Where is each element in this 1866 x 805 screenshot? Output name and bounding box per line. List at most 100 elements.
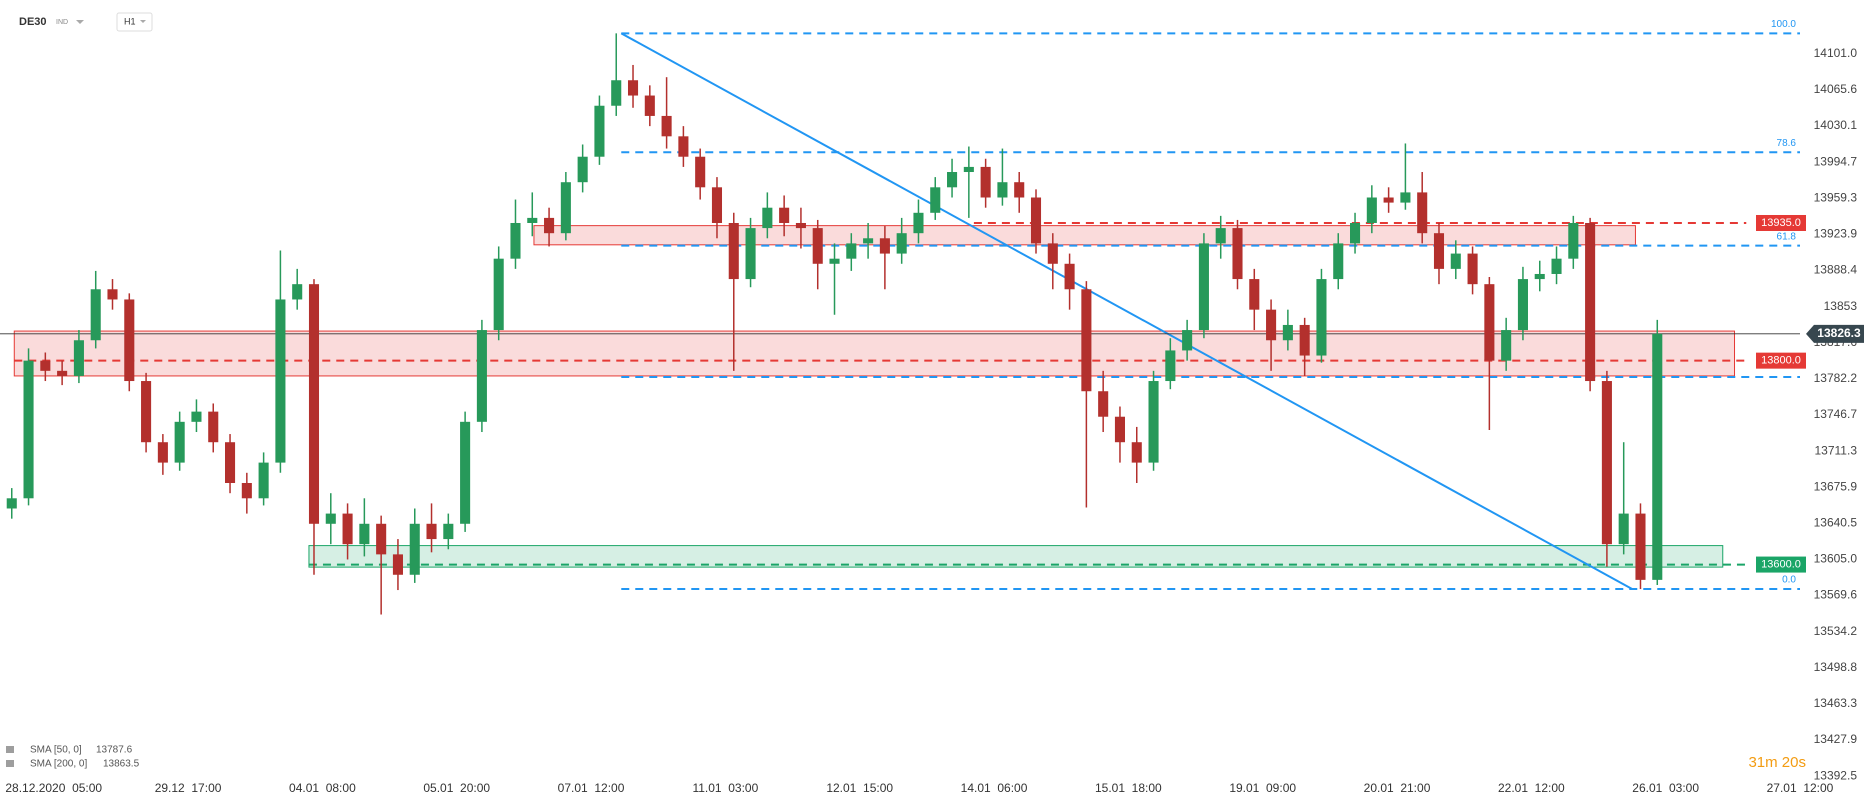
y-tick-label: 13888.4 xyxy=(1814,263,1858,277)
candle-body xyxy=(157,442,168,463)
candle-body xyxy=(1182,330,1193,351)
candle-body xyxy=(627,80,639,96)
candle-body xyxy=(1433,233,1445,269)
candle-body xyxy=(241,482,252,499)
indicator-value: 13863.5 xyxy=(103,759,140,770)
candle-body xyxy=(963,166,974,173)
candle-body xyxy=(560,182,571,234)
candle-body xyxy=(258,462,269,499)
candle-body xyxy=(846,243,857,259)
indicator-name: SMA [200, 0] xyxy=(30,759,87,770)
candle-body xyxy=(90,289,101,341)
candle-body xyxy=(443,523,454,540)
symbol[interactable]: DE30 xyxy=(19,16,47,28)
candle-body xyxy=(1601,381,1612,545)
level-tag-label: 13600.0 xyxy=(1761,558,1801,570)
candle-body xyxy=(711,187,723,223)
x-tick-label: 19.01 09:00 xyxy=(1229,781,1296,795)
y-tick-label: 13392.5 xyxy=(1814,768,1858,782)
candle-body xyxy=(1333,243,1344,280)
candle-body xyxy=(1081,289,1092,392)
level-tag-label: 13800.0 xyxy=(1761,355,1801,367)
y-tick-label: 13711.3 xyxy=(1815,443,1858,457)
candle-body xyxy=(997,182,1008,198)
y-tick-label: 13994.7 xyxy=(1814,154,1858,168)
candle-body xyxy=(1131,442,1142,463)
candle-body xyxy=(879,238,890,254)
y-tick-label: 13640.5 xyxy=(1814,515,1858,529)
interval-box[interactable] xyxy=(116,12,153,32)
candle-body xyxy=(1165,350,1176,382)
candle-body xyxy=(1585,222,1596,382)
indicator-icon xyxy=(6,746,14,753)
y-tick-label: 14101.0 xyxy=(1814,46,1858,60)
candle-body xyxy=(678,136,689,157)
indicator-name: SMA [50, 0] xyxy=(30,745,82,756)
candle-body xyxy=(6,498,17,509)
trendline xyxy=(620,32,1633,590)
candle-body xyxy=(174,421,185,463)
candle-body xyxy=(762,207,773,229)
candle-body xyxy=(1417,192,1428,234)
candle-body xyxy=(426,523,437,540)
last-price-label: 13826.3 xyxy=(1817,326,1861,340)
y-tick-label: 13569.6 xyxy=(1814,588,1858,602)
candle-body xyxy=(544,217,555,234)
candle-body xyxy=(829,258,840,264)
candle-body xyxy=(208,411,219,443)
level-tag-label: 13935.0 xyxy=(1761,217,1801,229)
indicator-icon xyxy=(6,760,14,767)
candle-body xyxy=(1635,513,1646,580)
level-tag xyxy=(1756,352,1806,369)
last-price-tag xyxy=(1806,324,1864,343)
candle-body xyxy=(392,554,403,575)
y-tick-label: 13782.2 xyxy=(1814,371,1858,385)
candle-body xyxy=(292,284,303,300)
candle-body xyxy=(1215,228,1226,244)
candle-body xyxy=(779,207,790,223)
y-tick-label: 13605.0 xyxy=(1814,552,1858,566)
candle-body xyxy=(359,523,370,545)
level-tag xyxy=(1756,556,1806,573)
candle-body xyxy=(930,187,941,213)
candle-body xyxy=(577,156,588,183)
candle-body xyxy=(1350,222,1361,244)
y-tick-label: 13534.2 xyxy=(1814,624,1858,638)
x-tick-label: 29.12 17:00 xyxy=(155,781,222,795)
x-tick-label: 28.12.2020 05:00 xyxy=(5,781,102,795)
dropdown-arrow xyxy=(140,20,146,23)
candle-body xyxy=(644,95,655,116)
candle-body xyxy=(1198,243,1209,331)
x-tick-label: 14.01 06:00 xyxy=(961,781,1028,795)
candle-body xyxy=(1064,263,1075,290)
candle-body xyxy=(73,340,84,376)
candle-body xyxy=(1467,253,1478,285)
interval[interactable]: H1 xyxy=(124,16,136,26)
candle-body xyxy=(23,360,34,499)
candle-body xyxy=(1501,330,1512,361)
zone xyxy=(533,225,1636,246)
candle-body xyxy=(1299,324,1310,356)
x-tick-label: 12.01 15:00 xyxy=(826,781,893,795)
dropdown-arrow[interactable] xyxy=(76,20,84,24)
candle-body xyxy=(795,222,806,229)
candle-body xyxy=(141,381,152,443)
level-tag xyxy=(1756,214,1806,231)
y-tick-label: 14065.6 xyxy=(1814,82,1858,96)
candle-body xyxy=(476,330,487,422)
candle-body xyxy=(1148,381,1159,463)
candle-body xyxy=(661,115,672,137)
candle-body xyxy=(1047,243,1058,264)
candle-body xyxy=(1484,284,1495,361)
candle-body xyxy=(695,156,706,188)
x-tick-label: 11.01 03:00 xyxy=(692,781,758,795)
candle-body xyxy=(1249,279,1260,310)
y-tick-label: 13923.9 xyxy=(1814,226,1858,240)
y-tick-label: 14030.1 xyxy=(1814,118,1858,132)
candle-body xyxy=(124,299,135,382)
candle-body xyxy=(1366,197,1377,223)
zone xyxy=(13,330,1736,377)
y-tick-label: 13463.3 xyxy=(1814,696,1858,710)
candle-body xyxy=(342,513,353,545)
